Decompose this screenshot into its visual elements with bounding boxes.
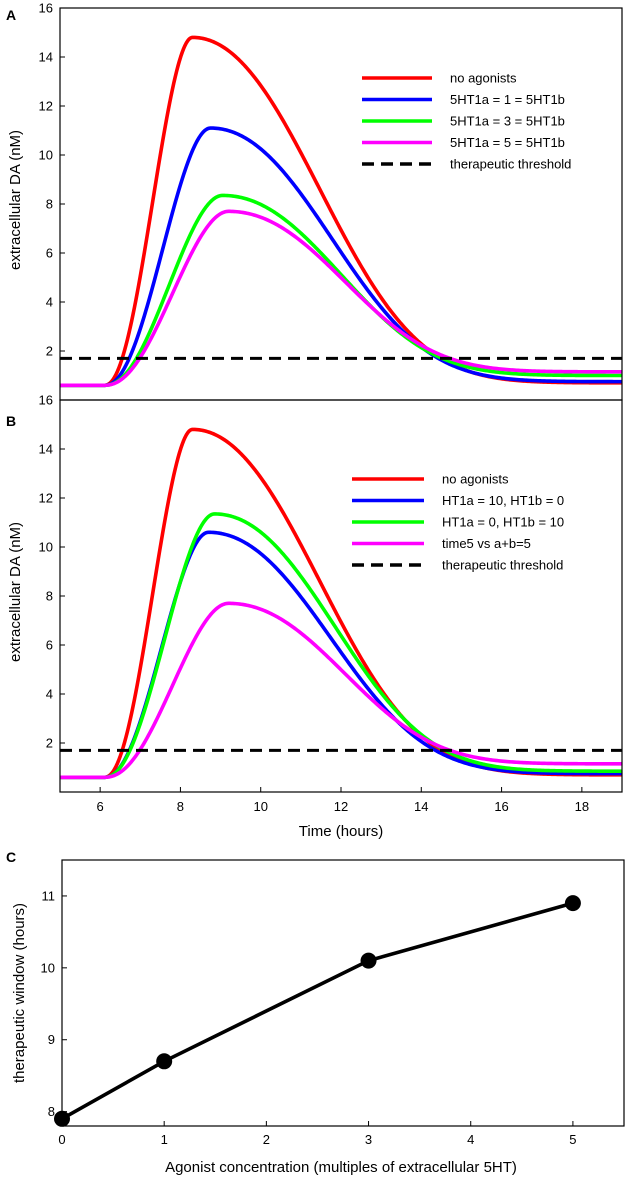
x-tick-label: 16 (494, 799, 508, 814)
panel-a-label: A (6, 7, 16, 23)
panel-b-frame (59, 399, 623, 793)
panel-a-plot (59, 35, 623, 388)
y-tick-label: 2 (46, 736, 53, 751)
x-tick-label: 3 (365, 1132, 372, 1147)
y-tick-label: 4 (46, 295, 53, 310)
y-tick-label: 16 (39, 1, 53, 16)
panel-c-xlabel: Agonist concentration (multiples of extr… (165, 1159, 517, 1176)
y-tick-label: 14 (39, 50, 53, 65)
y-tick-label: 11 (42, 888, 56, 903)
panel-b-ylabel: extracellular DA (nM) (7, 522, 24, 662)
panel-b-legend: no agonists HT1a = 10, HT1b = 0 HT1a = 0, … (352, 472, 564, 573)
legend-label-3: time5 vs a+b=5 (442, 536, 531, 551)
series-line-2 (59, 512, 623, 780)
legend-label-2: HT1a = 0, HT1b = 10 (442, 515, 564, 530)
x-tick-label: 0 (58, 1132, 65, 1147)
panel-b-label: B (6, 413, 16, 429)
series-line-0 (59, 35, 623, 388)
y-tick-label: 14 (39, 442, 53, 457)
y-tick-label: 16 (39, 393, 53, 408)
series-line-2 (59, 193, 623, 388)
x-tick-label: 6 (97, 799, 104, 814)
y-tick-label: 12 (39, 491, 53, 506)
legend-label-4: therapeutic threshold (442, 558, 563, 573)
x-tick-label: 18 (575, 799, 589, 814)
window-point (360, 952, 377, 969)
y-tick-label: 10 (39, 540, 53, 555)
series-line-3 (59, 601, 623, 780)
y-tick-label: 8 (46, 589, 53, 604)
y-tick-label: 6 (46, 246, 53, 261)
panel-a-legend: no agonists 5HT1a = 1 = 5HT1b 5HT1a = 3 = … (362, 71, 571, 172)
panel-a: A 2 4 6 8 10 12 14 16 extracellular DA (nM) no … (6, 1, 623, 401)
x-tick-label: 10 (253, 799, 267, 814)
panel-b: B 2 4 6 8 10 12 14 16 6 8 10 12 14 16 18 extracellula… (6, 393, 623, 840)
panel-c-frame (61, 859, 625, 1127)
legend-label-1: 5HT1a = 1 = 5HT1b (450, 92, 565, 107)
y-tick-label: 8 (46, 197, 53, 212)
legend-label-0: no agonists (442, 472, 509, 487)
legend-label-1: HT1a = 10, HT1b = 0 (442, 493, 564, 508)
series-line-1 (59, 126, 623, 388)
x-tick-label: 4 (467, 1132, 474, 1147)
x-tick-label: 1 (161, 1132, 168, 1147)
legend-label-3: 5HT1a = 5 = 5HT1b (450, 135, 565, 150)
y-tick-label: 6 (46, 638, 53, 653)
y-tick-label: 9 (48, 1032, 55, 1047)
window-line (61, 901, 574, 1121)
panel-b-plot (59, 427, 623, 780)
legend-label-2: 5HT1a = 3 = 5HT1b (450, 114, 565, 129)
legend-label-0: no agonists (450, 71, 517, 86)
panel-c-label: C (6, 849, 16, 865)
y-tick-label: 10 (39, 148, 53, 163)
panel-c: C 8 9 10 11 0 1 2 3 4 5 therapeutic window (hour… (6, 849, 625, 1176)
series-line-0 (59, 427, 623, 780)
x-tick-label: 5 (569, 1132, 576, 1147)
series-line-3 (59, 209, 623, 388)
panel-b-xlabel: Time (hours) (299, 823, 383, 840)
y-tick-label: 4 (46, 687, 53, 702)
y-tick-label: 2 (46, 344, 53, 359)
y-tick-label: 12 (39, 99, 53, 114)
x-tick-label: 12 (334, 799, 348, 814)
x-tick-label: 8 (177, 799, 184, 814)
window-point (156, 1053, 173, 1070)
y-tick-label: 10 (41, 960, 55, 975)
panel-a-ylabel: extracellular DA (nM) (7, 130, 24, 270)
panel-c-ylabel: therapeutic window (hours) (11, 903, 28, 1083)
window-point (564, 895, 581, 912)
panel-c-plot (54, 895, 581, 1127)
x-tick-label: 2 (263, 1132, 270, 1147)
legend-label-4: therapeutic threshold (450, 157, 571, 172)
y-tick-label: 8 (48, 1104, 55, 1119)
x-tick-label: 14 (414, 799, 428, 814)
